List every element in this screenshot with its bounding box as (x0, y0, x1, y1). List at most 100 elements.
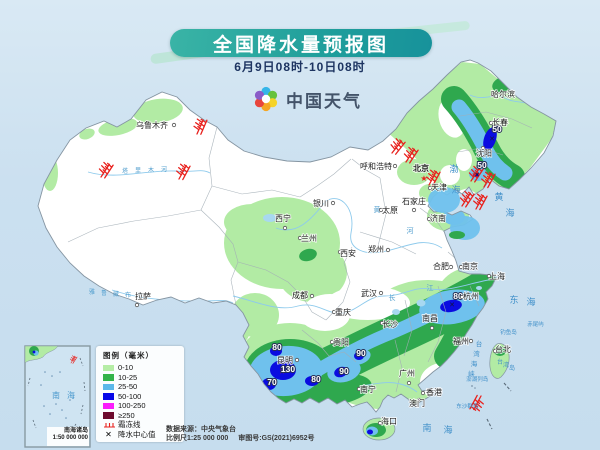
center-value-label: 降水中心值 (118, 429, 156, 439)
city-marker (488, 120, 494, 126)
precip-center-value: 80 (311, 374, 321, 384)
precip-center-value: 130 (281, 364, 295, 374)
city-marker (134, 302, 140, 308)
city-label: 呼和浩特 (360, 161, 392, 171)
precip-center-cross: ✕ (489, 136, 495, 143)
inset-caption: 南海诸岛 1:50 000 000 (50, 428, 88, 442)
legend-row: 25-50 (103, 382, 179, 392)
city-label: 乌鲁木齐 (136, 120, 168, 130)
hainan-island (362, 417, 396, 441)
sea-label: 黄 (494, 191, 503, 202)
legend-swatch (103, 402, 114, 409)
city-label: 合肥 (433, 261, 449, 271)
weather-swirl-icon (254, 86, 278, 112)
sea-label: 东 (509, 294, 518, 305)
precip-center-value: 50 (492, 124, 502, 134)
river-label: 鲁 (101, 289, 107, 297)
map-metadata: 数据来源：中央气象台 比例尺1:25 000 000 审图号:GS(2021)69… (166, 425, 315, 443)
city-label: 杭州 (463, 291, 479, 301)
city-label: 太原 (382, 205, 398, 215)
river-label: 藏 (113, 290, 119, 298)
city-label: 拉萨 (135, 291, 151, 301)
city-label: 昆明 (277, 356, 293, 365)
city-marker (490, 92, 496, 98)
sea-label: 台 (476, 339, 483, 348)
city-label: 天津 (431, 182, 447, 192)
city-label: 福州 (453, 337, 469, 346)
legend-range-label: 10-25 (118, 372, 138, 382)
legend-range-label: 0-10 (118, 363, 134, 373)
legend-range-label: 100-250 (118, 401, 146, 411)
legend-range-label: 25-50 (118, 382, 138, 392)
river-label: 长 (389, 293, 396, 302)
sea-label: 鱼 (506, 328, 512, 336)
legend-center-value-row: ✕ 降水中心值 (103, 430, 179, 440)
city-label: 长春 (492, 117, 508, 127)
precip-center-value: 50 (477, 160, 487, 170)
city-label: 兰州 (301, 233, 317, 243)
river-label: 江 (427, 284, 434, 292)
sea-label: 尾 (533, 321, 539, 328)
sea-label: 海 (451, 184, 460, 195)
city-marker (379, 320, 385, 326)
inset-sea-label: 南海 (52, 391, 82, 400)
river-label: 雅 (89, 288, 95, 296)
city-marker (448, 264, 454, 270)
precip-center-cross: ✕ (474, 172, 480, 179)
city-label: 海口 (381, 416, 397, 426)
legend-range-label: ≥250 (118, 410, 135, 420)
legend-swatch (103, 393, 114, 400)
legend-swatch (103, 383, 114, 390)
city-marker (426, 216, 432, 222)
title-banner: 全国降水量预报图 (170, 29, 432, 57)
legend-row: ≥250 (103, 411, 179, 421)
city-label: 郑州 (368, 244, 384, 254)
city-label: 济南 (430, 213, 446, 223)
south-china-sea-inset (24, 345, 91, 448)
sea-label: 岛 (473, 402, 479, 410)
sea-label: 岛 (511, 328, 517, 336)
city-marker (377, 420, 383, 426)
city-marker (331, 309, 337, 315)
precip-values-layer: 50 50 80 80 130 70 80 90 90 (266, 123, 503, 388)
data-source: 数据来源：中央气象台 (166, 426, 236, 433)
city-marker (337, 249, 343, 255)
river-label: 塔 (122, 167, 128, 175)
sea-label: 湾 (473, 349, 480, 358)
capital-star-icon: ★ (420, 174, 427, 183)
city-label: 台北 (495, 344, 511, 354)
sea-labels-layer: 渤海黄海东 海南 海台湾海峡台湾岛澎湖列岛东沙群岛钓鱼岛赤尾屿黄河长江塔里木河雅鲁藏… (89, 163, 544, 435)
city-marker (282, 225, 288, 231)
city-marker (492, 348, 498, 354)
city-marker (356, 386, 362, 392)
approval-number: 审图号:GS(2021)6952号 (238, 435, 315, 442)
city-marker (429, 325, 435, 331)
inset-islands-label: 南海诸岛 (63, 428, 88, 434)
city-marker (171, 122, 177, 128)
city-marker (378, 290, 384, 296)
precip-center-value: 80 (272, 342, 282, 352)
sea-label: 沙 (462, 403, 468, 410)
precip-center-value: 90 (356, 348, 366, 358)
city-label: 武汉 (361, 288, 377, 298)
legend-row: 10-25 (103, 373, 179, 383)
city-label: 广州 (399, 368, 415, 378)
sea-label: 东 (456, 402, 462, 410)
river-label: 布 (125, 291, 131, 299)
forecast-date-range: 6月9日08时-10日08时 (234, 60, 366, 74)
sea-label: 赤 (527, 320, 533, 328)
city-marker (411, 207, 417, 213)
legend-frost-line-row: 霜冻线 (103, 420, 179, 430)
city-marker (378, 207, 384, 213)
city-marker (294, 357, 300, 363)
city-label: 重庆 (335, 307, 351, 317)
sea-label: 海 (505, 207, 514, 218)
sea-label: 群 (467, 402, 473, 410)
city-label: 南昌 (422, 313, 438, 323)
legend-color-rows: 0-10 10-25 25-50 50-100 100-250 ≥250 (103, 363, 179, 420)
frost-line-label: 霜冻线 (118, 420, 141, 430)
precip-center-cross: ✕ (279, 369, 285, 376)
sea-label: 台 (497, 358, 503, 366)
